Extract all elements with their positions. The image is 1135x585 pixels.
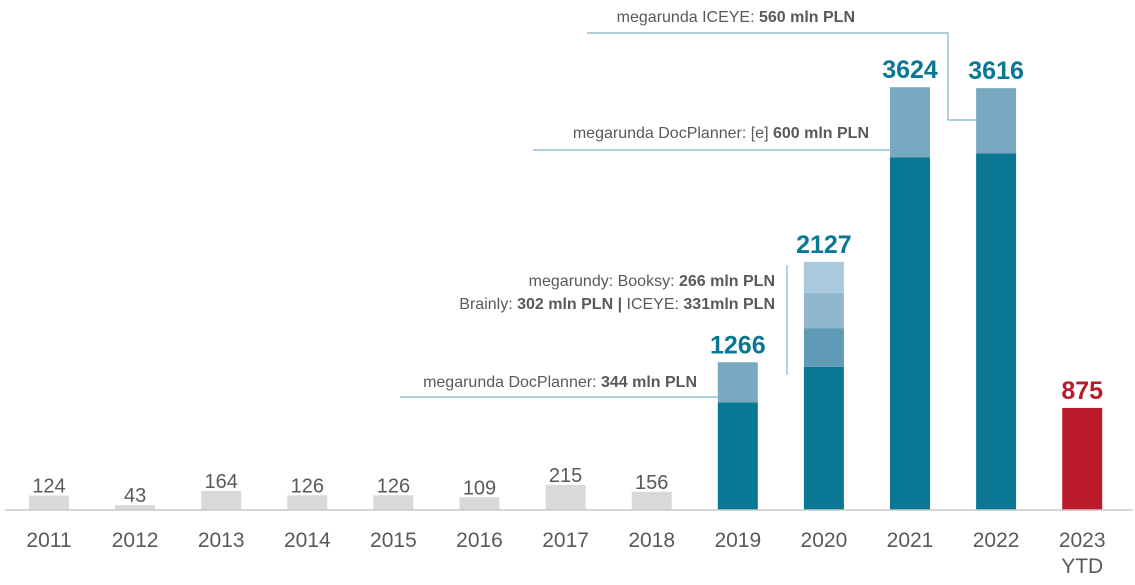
annotation-text: megarunda DocPlanner: [e] 600 mln PLN — [573, 125, 869, 142]
bar-segment — [976, 88, 1017, 154]
bar-segment — [890, 157, 930, 510]
bar-segment — [631, 491, 672, 510]
x-tick-label: 2011 — [26, 529, 71, 552]
value-label: 3624 — [882, 56, 938, 84]
bar-segment — [287, 495, 328, 510]
x-tick-label: 2023 — [1059, 529, 1106, 552]
x-tick-label: 2015 — [370, 529, 417, 552]
bar-segment — [890, 87, 930, 158]
value-label: 126 — [377, 475, 410, 497]
x-tick-label: 2021 — [887, 529, 934, 552]
bar-segment — [976, 153, 1017, 510]
bar-segment — [803, 366, 844, 510]
x-tick-label: 2014 — [284, 529, 331, 552]
bars — [29, 87, 1103, 510]
value-label: 43 — [124, 485, 146, 507]
x-tick-label: 2018 — [628, 529, 675, 552]
value-label: 156 — [635, 472, 668, 494]
bar-segment — [717, 362, 758, 403]
bar-segment — [717, 402, 758, 510]
annotation-text: megarunda ICEYE: 560 mln PLN — [617, 9, 855, 26]
x-tick-label: 2019 — [714, 529, 761, 552]
annotation-text: megarunda DocPlanner: 344 mln PLN — [423, 374, 697, 391]
bar-segment — [115, 504, 156, 510]
x-tick-label: 2022 — [973, 529, 1020, 552]
value-label: 124 — [32, 476, 65, 498]
bar-segment — [201, 490, 242, 510]
value-label: 109 — [463, 477, 496, 499]
x-tick-label: YTD — [1061, 555, 1103, 578]
value-label: 1266 — [710, 331, 766, 359]
bar-segment — [803, 261, 844, 293]
leader-line — [587, 32, 977, 121]
annotation-leader-lines — [400, 32, 977, 398]
bar-segment — [459, 497, 500, 510]
x-tick-label: 2020 — [801, 529, 848, 552]
value-label: 164 — [205, 471, 238, 493]
annotation-text: Brainly: 302 mln PLN | ICEYE: 331mln PLN — [459, 296, 775, 313]
bar-segment — [803, 328, 844, 367]
annotations: megarunda DocPlanner: 344 mln PLN megarun… — [423, 9, 869, 391]
bar-segment — [29, 495, 69, 510]
value-label: 3616 — [968, 57, 1024, 85]
x-tick-label: 2013 — [198, 529, 245, 552]
bar-segment — [545, 484, 586, 510]
value-label: 215 — [549, 465, 582, 487]
x-axis-tick-labels: 2011 2012 2013 2014 2015 2016 2017 2018 2019 2020… — [26, 529, 1105, 578]
bar-segment — [803, 292, 844, 329]
value-label: 126 — [291, 475, 324, 497]
value-labels: 124 43 164 126 126 109 215 156 1266 2127 3624 3616 8… — [32, 56, 1103, 507]
x-tick-label: 2017 — [542, 529, 589, 552]
bar-segment — [1062, 407, 1103, 510]
bar-segment — [373, 495, 414, 510]
value-label: 2127 — [796, 231, 852, 259]
x-tick-label: 2012 — [112, 529, 159, 552]
annotation-text: megarundy: Booksy: 266 mln PLN — [529, 273, 775, 290]
value-label: 875 — [1061, 377, 1103, 405]
x-tick-label: 2016 — [456, 529, 503, 552]
